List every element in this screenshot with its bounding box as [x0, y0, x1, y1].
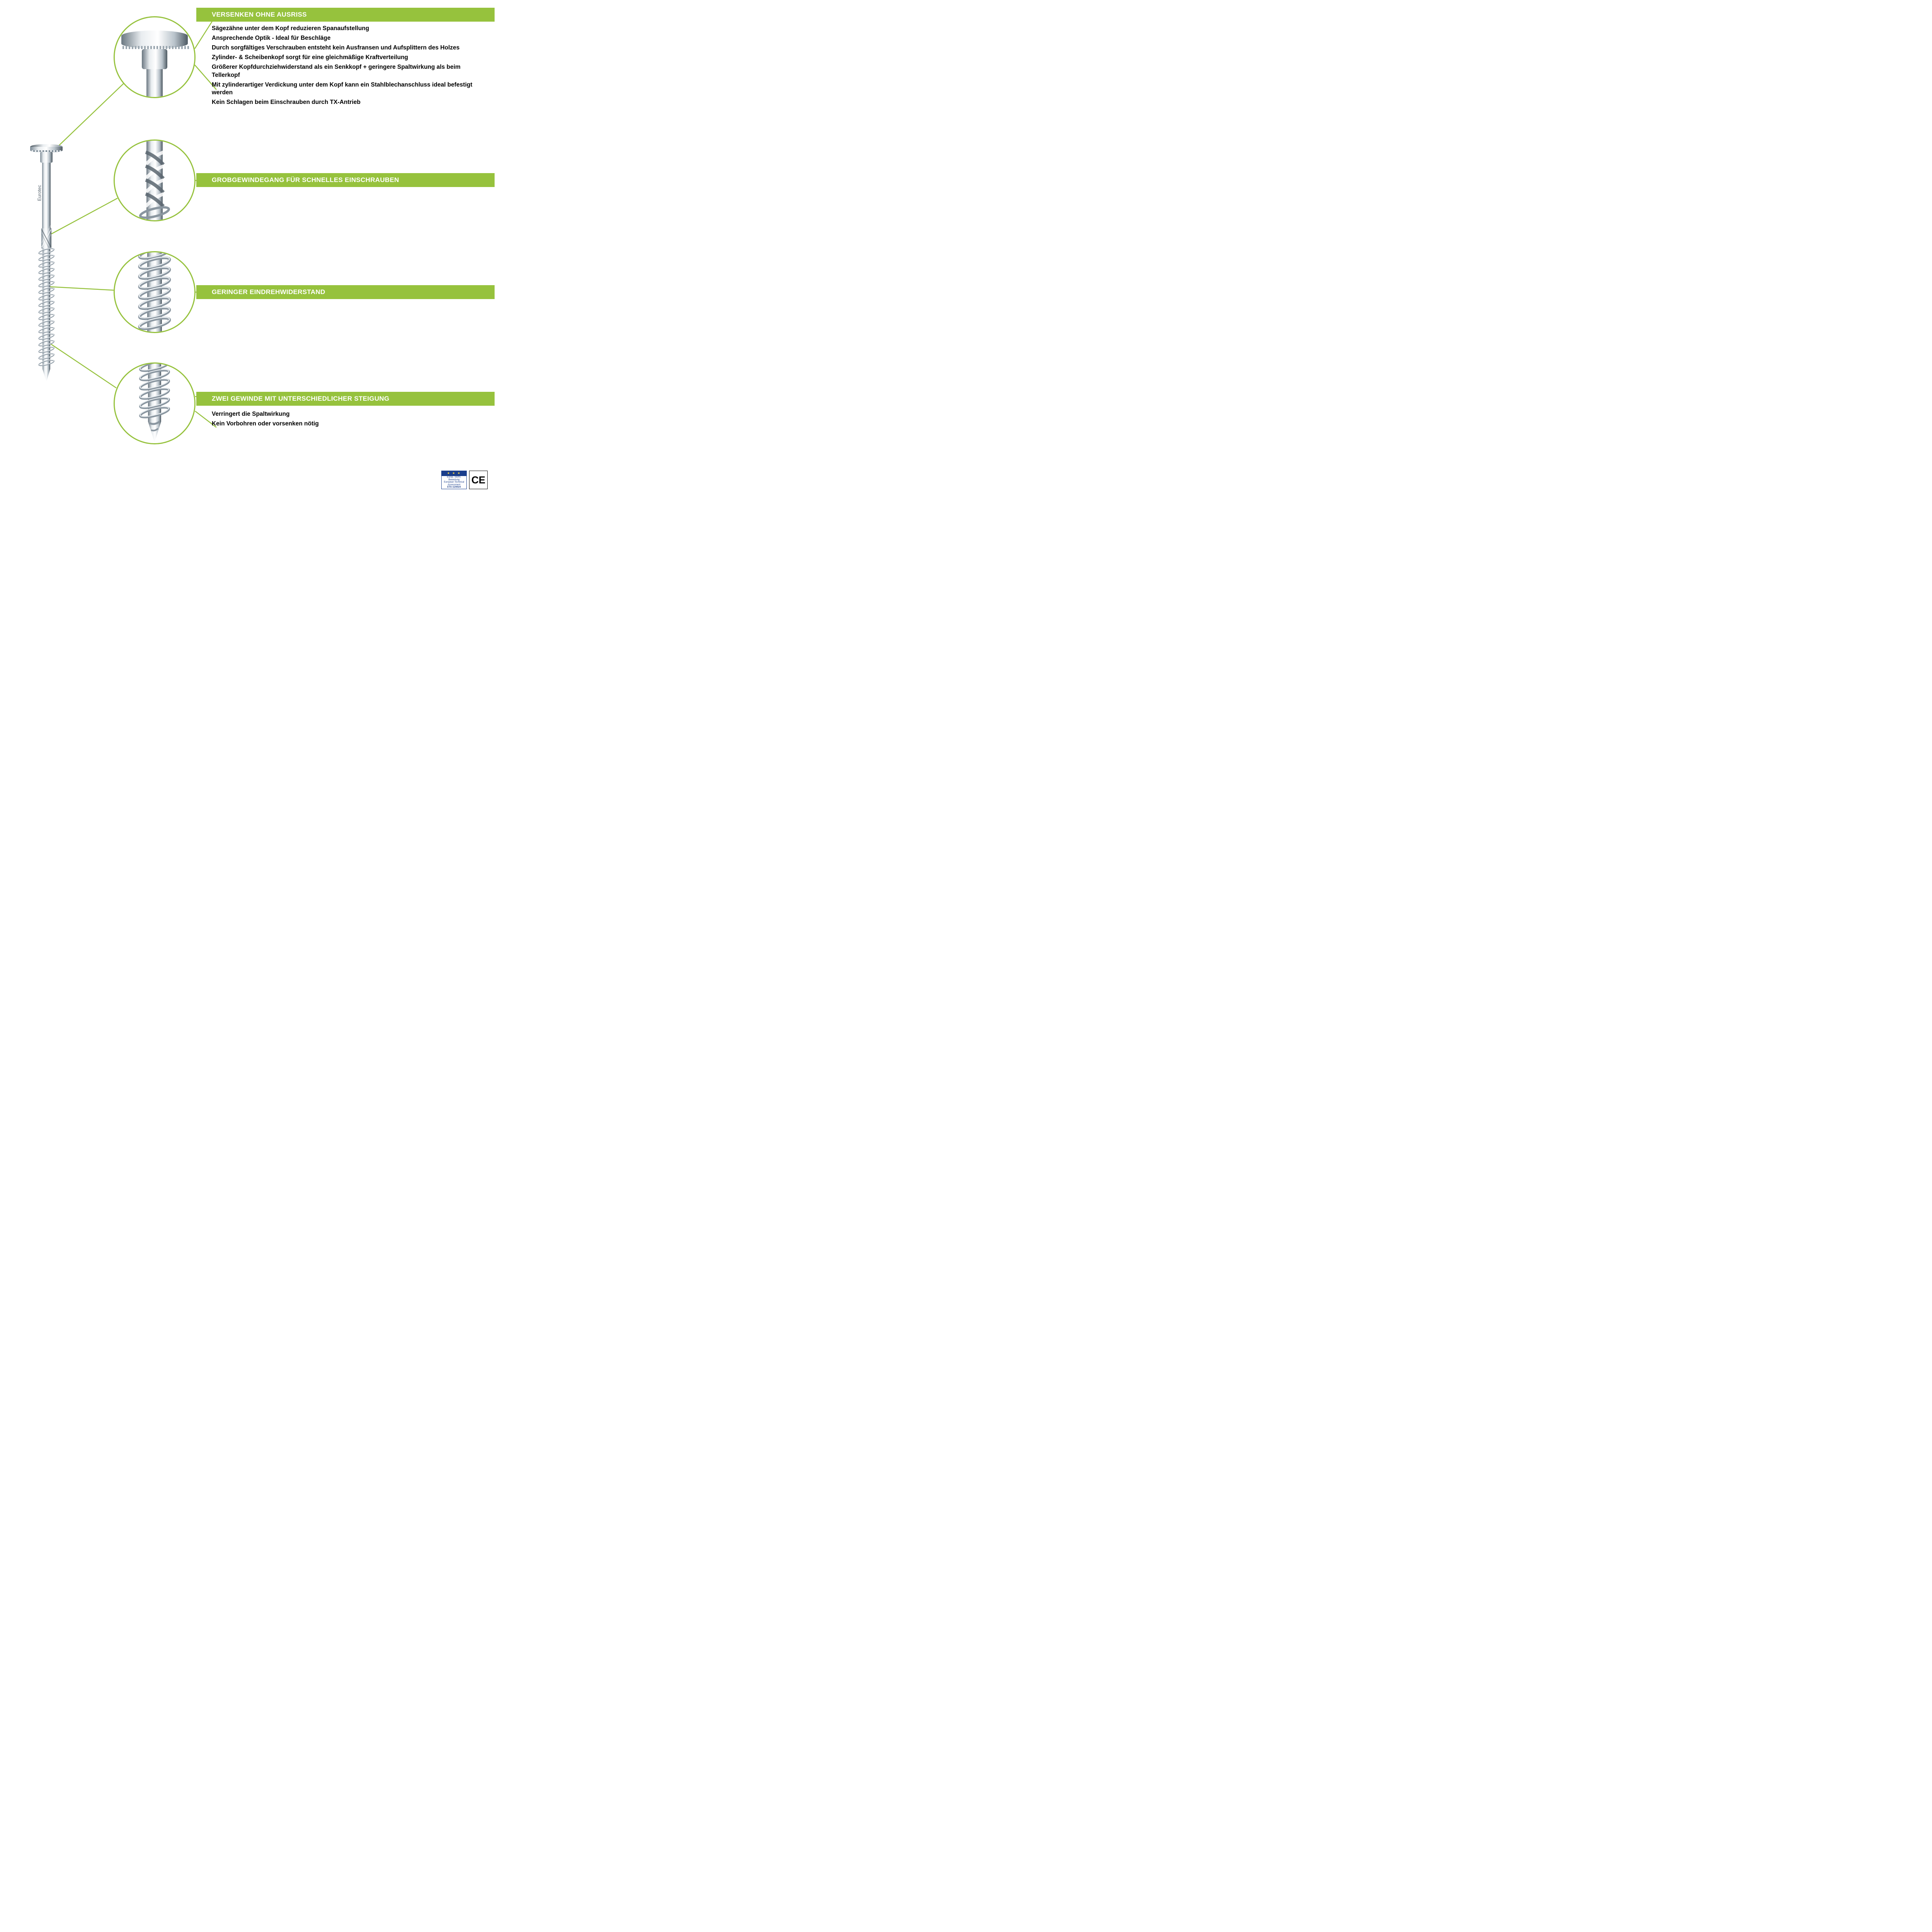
detail-circle-coarse: [114, 139, 196, 221]
bullet-text: Kein Schlagen beim Einschrauben durch TX…: [212, 99, 487, 107]
infographic-stage: Eurotec ★ ★ ★ Europ. Techn. Bewertung Eu…: [0, 0, 495, 495]
eta-line2: European Technical Assessment: [442, 481, 466, 486]
bullet-text: Verringert die Spaltwirkung: [212, 410, 487, 418]
feature-header-head: VERSENKEN OHNE AUSRISS: [196, 8, 495, 22]
bullet-text: Kein Vorbohren oder vorsenken nötig: [212, 420, 487, 428]
feature-title: GROBGEWINDEGANG FÜR SCHNELLES EINSCHRAUB…: [212, 176, 399, 184]
eta-badge: ★ ★ ★ Europ. Techn. Bewertung European T…: [441, 471, 467, 489]
certification-badges: ★ ★ ★ Europ. Techn. Bewertung European T…: [441, 471, 488, 489]
eta-stars-icon: ★ ★ ★: [442, 471, 466, 476]
feature-header-low-resist: GERINGER EINDREHWIDERSTAND: [196, 285, 495, 299]
feature-bullets-head: Sägezähne unter dem Kopf reduzieren Span…: [212, 25, 487, 108]
ce-mark-icon: CE: [471, 474, 485, 486]
feature-title: GERINGER EINDREHWIDERSTAND: [212, 288, 325, 296]
brand-text: Eurotec: [37, 185, 42, 201]
feature-title: VERSENKEN OHNE AUSRISS: [212, 11, 307, 19]
screw-full-illustration: Eurotec: [23, 143, 70, 383]
feature-bullets-two-thread: Verringert die Spaltwirkung Kein Vorbohre…: [212, 410, 487, 430]
ce-badge: CE: [469, 471, 488, 489]
feature-header-coarse: GROBGEWINDEGANG FÜR SCHNELLES EINSCHRAUB…: [196, 173, 495, 187]
bullet-text: Durch sorgfältiges Verschrauben entsteht…: [212, 44, 487, 52]
eta-number: ETA-11/0024: [447, 486, 461, 489]
feature-header-two-thread: ZWEI GEWINDE MIT UNTERSCHIEDLICHER STEIG…: [196, 392, 495, 406]
feature-title: ZWEI GEWINDE MIT UNTERSCHIEDLICHER STEIG…: [212, 395, 389, 403]
eta-line1: Europ. Techn. Bewertung: [442, 476, 466, 481]
bullet-text: Ansprechende Optik - Ideal für Beschläge: [212, 34, 487, 43]
bullet-text: Sägezähne unter dem Kopf reduzieren Span…: [212, 25, 487, 33]
bullet-text: Zylinder- & Scheibenkopf sorgt für eine …: [212, 54, 487, 62]
detail-circle-head: [114, 16, 196, 98]
detail-circle-two-thread: [114, 362, 196, 444]
bullet-text: Mit zylinderartiger Verdickung unter dem…: [212, 81, 487, 97]
detail-circle-low-resist: [114, 251, 196, 333]
bullet-text: Größerer Kopfdurchziehwiderstand als ein…: [212, 63, 487, 80]
